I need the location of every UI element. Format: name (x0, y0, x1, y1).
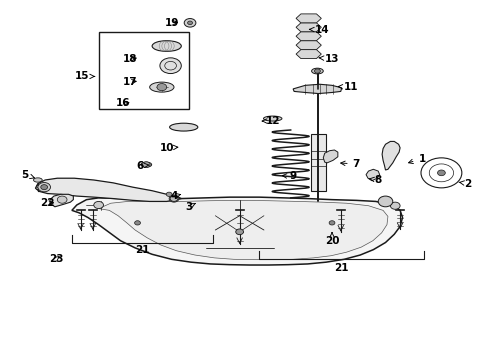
Ellipse shape (169, 123, 198, 131)
Polygon shape (50, 194, 73, 207)
Text: 13: 13 (318, 54, 339, 64)
Circle shape (328, 221, 334, 225)
Text: 9: 9 (282, 171, 296, 181)
Text: 20: 20 (324, 233, 339, 246)
Text: 14: 14 (309, 25, 329, 35)
Ellipse shape (141, 162, 151, 167)
Text: 1: 1 (408, 154, 425, 163)
Polygon shape (323, 150, 337, 163)
Text: 5: 5 (21, 170, 35, 180)
Text: 17: 17 (122, 77, 137, 87)
Polygon shape (295, 41, 321, 50)
Text: 10: 10 (159, 143, 178, 153)
Polygon shape (295, 23, 321, 32)
Text: 22: 22 (40, 198, 55, 208)
Circle shape (235, 229, 243, 235)
Circle shape (166, 192, 172, 197)
Ellipse shape (33, 178, 42, 182)
Circle shape (142, 162, 150, 167)
Circle shape (134, 221, 140, 225)
Polygon shape (366, 169, 379, 181)
Polygon shape (295, 32, 321, 41)
Bar (99, 32, 188, 109)
Polygon shape (381, 141, 399, 170)
Circle shape (157, 84, 166, 91)
Ellipse shape (149, 82, 174, 92)
Circle shape (377, 196, 392, 207)
Ellipse shape (152, 41, 181, 51)
Text: 16: 16 (116, 98, 130, 108)
Circle shape (437, 170, 445, 176)
Text: 21: 21 (135, 245, 149, 255)
Text: 11: 11 (338, 82, 358, 92)
Text: 23: 23 (49, 253, 63, 264)
Polygon shape (99, 201, 387, 260)
Circle shape (94, 202, 103, 208)
Circle shape (38, 183, 50, 192)
Circle shape (184, 18, 196, 27)
Polygon shape (35, 178, 181, 202)
Ellipse shape (311, 68, 323, 74)
Ellipse shape (263, 116, 282, 121)
Text: 6: 6 (136, 161, 149, 171)
Polygon shape (295, 50, 321, 59)
Polygon shape (295, 14, 321, 23)
Text: 19: 19 (164, 18, 179, 28)
Text: 21: 21 (334, 262, 348, 273)
Text: 15: 15 (74, 71, 94, 81)
Circle shape (169, 195, 179, 202)
Text: 18: 18 (123, 54, 137, 64)
Circle shape (314, 69, 320, 73)
Circle shape (389, 202, 399, 209)
Polygon shape (292, 84, 341, 94)
Circle shape (41, 185, 47, 190)
Text: 7: 7 (340, 159, 359, 169)
Circle shape (160, 58, 181, 73)
Text: 12: 12 (262, 116, 279, 126)
Text: 2: 2 (458, 179, 471, 189)
Circle shape (57, 196, 67, 203)
Text: 3: 3 (184, 202, 195, 212)
Text: 8: 8 (368, 175, 381, 185)
Bar (310, 134, 325, 191)
Text: 4: 4 (170, 191, 180, 201)
Circle shape (187, 21, 192, 24)
Polygon shape (72, 197, 402, 265)
